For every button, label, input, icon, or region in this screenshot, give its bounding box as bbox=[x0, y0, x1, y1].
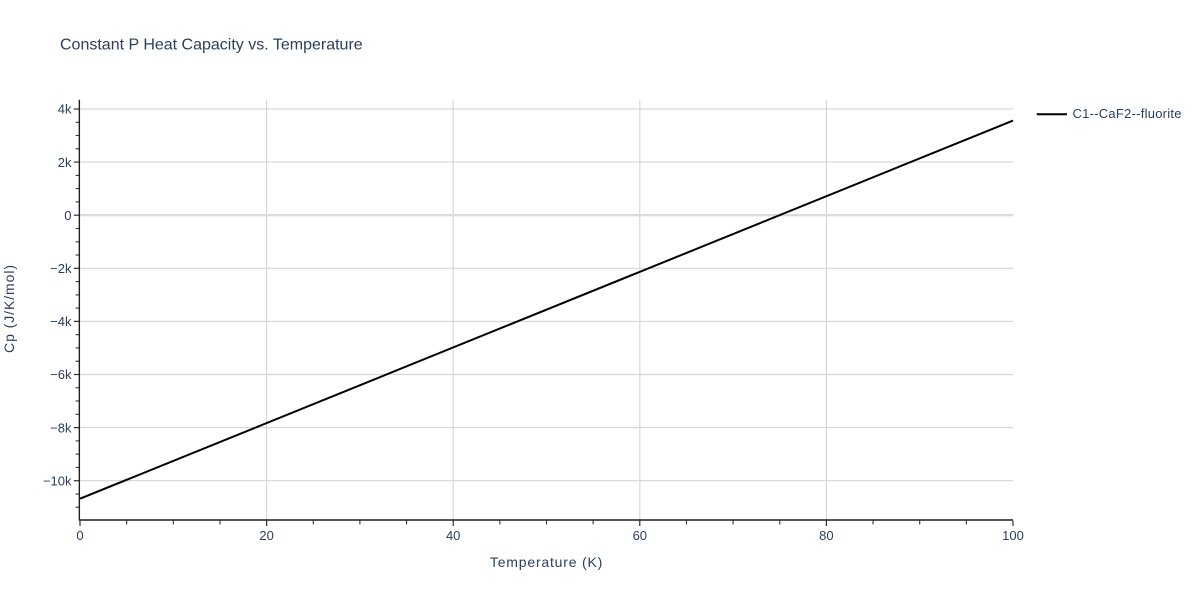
svg-text:C1--CaF2--fluorite: C1--CaF2--fluorite bbox=[1073, 106, 1182, 121]
svg-text:60: 60 bbox=[633, 528, 647, 543]
svg-text:20: 20 bbox=[259, 528, 273, 543]
svg-text:4k: 4k bbox=[58, 102, 72, 117]
svg-text:−6k: −6k bbox=[50, 367, 72, 382]
svg-text:2k: 2k bbox=[58, 155, 72, 170]
svg-text:Temperature (K): Temperature (K) bbox=[490, 554, 603, 570]
svg-text:Cp (J/K/mol): Cp (J/K/mol) bbox=[1, 264, 17, 353]
svg-text:40: 40 bbox=[446, 528, 460, 543]
svg-text:0: 0 bbox=[64, 208, 71, 223]
svg-text:−4k: −4k bbox=[50, 314, 72, 329]
svg-text:80: 80 bbox=[819, 528, 833, 543]
svg-text:0: 0 bbox=[76, 528, 83, 543]
svg-text:100: 100 bbox=[1002, 528, 1024, 543]
svg-text:−8k: −8k bbox=[50, 420, 72, 435]
svg-text:−2k: −2k bbox=[50, 261, 72, 276]
svg-text:−10k: −10k bbox=[43, 473, 72, 488]
svg-text:Constant P Heat Capacity vs. T: Constant P Heat Capacity vs. Temperature bbox=[60, 36, 363, 53]
